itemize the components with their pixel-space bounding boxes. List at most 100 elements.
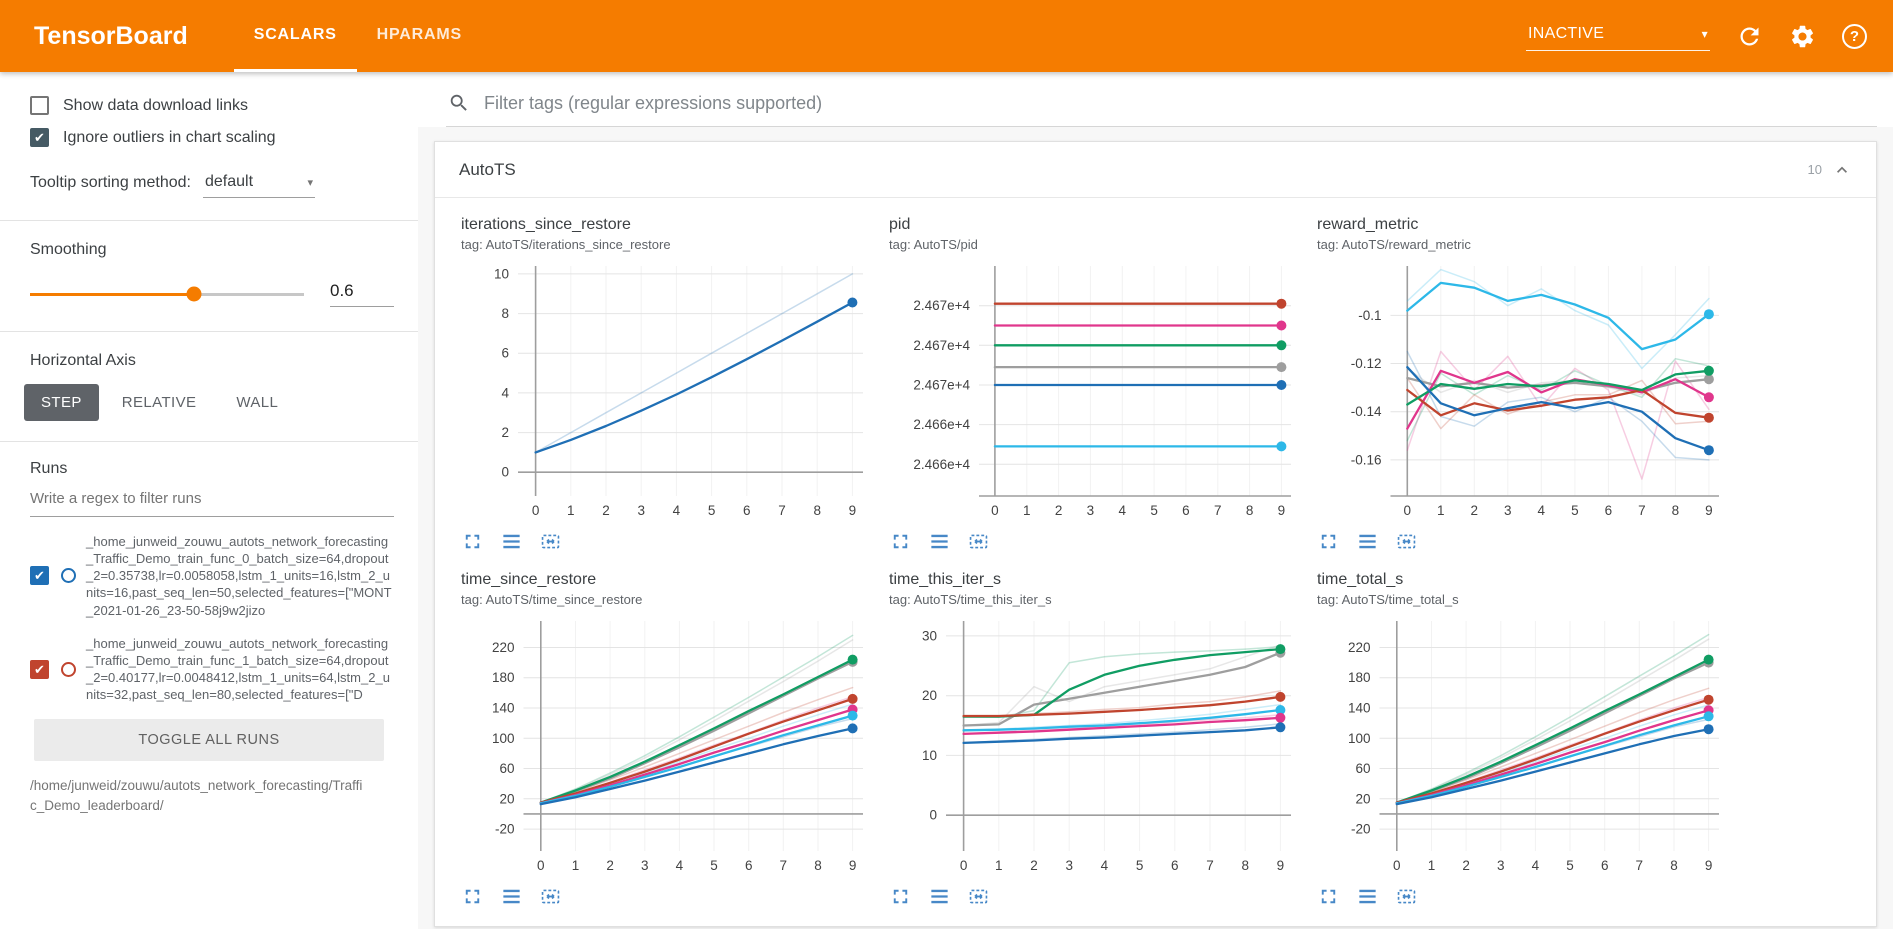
log-scale-button[interactable] — [500, 885, 523, 908]
svg-text:2: 2 — [501, 425, 509, 440]
tag-count: 10 — [1807, 162, 1822, 177]
svg-text:30: 30 — [922, 628, 937, 643]
svg-text:1: 1 — [1437, 503, 1445, 518]
sidebar: ✔ Show data download links ✔ Ignore outl… — [0, 72, 418, 929]
svg-text:2: 2 — [1462, 858, 1470, 873]
svg-text:9: 9 — [1277, 858, 1285, 873]
chart-card: pid tag: AutoTS/pid 2.467e+4 2.467e+4 2.46… — [889, 216, 1303, 553]
fit-domain-button[interactable] — [1395, 885, 1418, 908]
run-checkbox[interactable]: ✔ — [30, 566, 49, 586]
svg-text:0: 0 — [501, 465, 509, 480]
svg-text:8: 8 — [813, 503, 821, 518]
fit-domain-button[interactable] — [967, 530, 990, 553]
svg-text:8: 8 — [1241, 858, 1249, 873]
caret-down-icon: ▾ — [1701, 27, 1708, 41]
collapse-section-icon[interactable] — [1832, 160, 1852, 180]
svg-text:8: 8 — [1672, 503, 1680, 518]
svg-text:60: 60 — [499, 761, 514, 776]
svg-text:0: 0 — [960, 858, 968, 873]
data-status-value: INACTIVE — [1528, 25, 1605, 42]
svg-text:7: 7 — [778, 503, 786, 518]
run-row[interactable]: ✔ _home_junweid_zouwu_autots_network_for… — [30, 635, 394, 704]
run-isolator-radio[interactable] — [61, 661, 76, 677]
svg-text:2.466e+4: 2.466e+4 — [913, 417, 970, 432]
fit-domain-button[interactable] — [1395, 530, 1418, 553]
axis-option-button[interactable]: WALL — [219, 384, 295, 421]
dashboard-tab[interactable]: SCALARS — [233, 0, 357, 72]
svg-text:7: 7 — [1638, 503, 1646, 518]
dashboard-tab[interactable]: HPARAMS — [357, 0, 482, 72]
expand-chart-button[interactable] — [1317, 530, 1340, 553]
svg-text:2: 2 — [1030, 858, 1038, 873]
svg-text:4: 4 — [1119, 503, 1127, 518]
chart-plot[interactable]: 0 10 20 30 0 1 2 3 4 5 6 7 8 9 — [889, 615, 1303, 877]
checkbox[interactable]: ✔ — [30, 128, 49, 147]
axis-option-button[interactable]: STEP — [24, 384, 99, 421]
run-checkbox[interactable]: ✔ — [30, 659, 49, 679]
app-header: TensorBoard SCALARS HPARAMS INACTIVE ▾ — [0, 0, 1893, 72]
chart-plot[interactable]: 0 2 4 6 8 10 0 1 2 3 4 5 6 7 8 9 — [461, 260, 875, 522]
tab-bar: SCALARS HPARAMS — [233, 0, 482, 72]
svg-text:0: 0 — [532, 503, 540, 518]
axis-option-button[interactable]: RELATIVE — [105, 384, 214, 421]
tooltip-sorting-value: default — [204, 173, 254, 190]
chart-card: time_total_s tag: AutoTS/time_total_s -2… — [1317, 571, 1731, 908]
fit-domain-button[interactable] — [539, 530, 562, 553]
runs-filter-input[interactable] — [30, 490, 394, 507]
fit-domain-icon — [1397, 889, 1416, 904]
option-checkbox-row[interactable]: ✔ Ignore outliers in chart scaling — [30, 128, 394, 147]
expand-chart-button[interactable] — [1317, 885, 1340, 908]
help-button[interactable]: ? — [1842, 23, 1867, 49]
log-scale-button[interactable] — [500, 530, 523, 553]
checkbox-label: Show data download links — [63, 96, 249, 114]
log-scale-button[interactable] — [928, 885, 951, 908]
log-scale-button[interactable] — [1356, 530, 1379, 553]
svg-text:20: 20 — [1355, 791, 1370, 806]
svg-text:5: 5 — [1566, 858, 1574, 873]
svg-text:1: 1 — [572, 858, 580, 873]
chart-title: time_total_s — [1317, 571, 1404, 588]
expand-chart-button[interactable] — [889, 885, 912, 908]
smoothing-value[interactable]: 0.6 — [330, 281, 394, 307]
chart-plot[interactable]: -0.1 -0.12 -0.14 -0.16 0 1 2 3 4 5 6 7 8 9 — [1317, 260, 1731, 522]
fit-domain-button[interactable] — [539, 885, 562, 908]
option-checkbox-row[interactable]: ✔ Show data download links — [30, 96, 394, 115]
settings-button[interactable] — [1789, 23, 1816, 50]
svg-text:3: 3 — [1087, 503, 1095, 518]
checkbox[interactable]: ✔ — [30, 96, 49, 115]
expand-chart-button[interactable] — [461, 885, 484, 908]
smoothing-section: Smoothing 0.6 — [0, 221, 418, 331]
expand-chart-button[interactable] — [889, 530, 912, 553]
svg-text:-0.16: -0.16 — [1351, 452, 1382, 467]
refresh-button[interactable] — [1736, 23, 1763, 50]
slider-thumb[interactable] — [186, 286, 202, 302]
log-scale-button[interactable] — [928, 530, 951, 553]
smoothing-controls: 0.6 — [30, 281, 394, 307]
toggle-all-runs-button[interactable]: TOGGLE ALL RUNS — [34, 719, 384, 762]
svg-text:2: 2 — [606, 858, 614, 873]
log-scale-button[interactable] — [1356, 885, 1379, 908]
axis-option-label: STEP — [41, 394, 82, 411]
expand-chart-button[interactable] — [461, 530, 484, 553]
log-scale-icon — [931, 889, 948, 904]
svg-text:6: 6 — [1601, 858, 1609, 873]
svg-text:-20: -20 — [495, 822, 515, 837]
check-icon: ✔ — [34, 130, 45, 145]
smoothing-slider[interactable] — [30, 286, 304, 302]
divider — [0, 331, 418, 332]
svg-text:7: 7 — [1206, 858, 1214, 873]
svg-text:6: 6 — [501, 346, 509, 361]
tooltip-sorting-dropdown[interactable]: default ▾ — [202, 171, 315, 198]
help-icon: ? — [1849, 27, 1860, 45]
fit-domain-button[interactable] — [967, 885, 990, 908]
tag-filter-input[interactable] — [484, 92, 1873, 114]
chart-toolbar — [1317, 877, 1731, 908]
run-isolator-radio[interactable] — [61, 568, 76, 584]
run-row[interactable]: ✔ _home_junweid_zouwu_autots_network_for… — [30, 533, 394, 619]
tag-group-header[interactable]: AutoTS 10 — [435, 142, 1876, 198]
data-status-dropdown[interactable]: INACTIVE ▾ — [1526, 21, 1710, 51]
chart-plot[interactable]: -20 20 60 100 140 180 220 0 1 2 3 4 5 6 7 8 9 — [461, 615, 875, 877]
chart-plot[interactable]: -20 20 60 100 140 180 220 0 1 2 3 4 5 6 7 8 9 — [1317, 615, 1731, 877]
chart-plot[interactable]: 2.467e+4 2.467e+4 2.467e+4 2.466e+4 2.466e+4… — [889, 260, 1303, 522]
svg-text:4: 4 — [676, 858, 684, 873]
